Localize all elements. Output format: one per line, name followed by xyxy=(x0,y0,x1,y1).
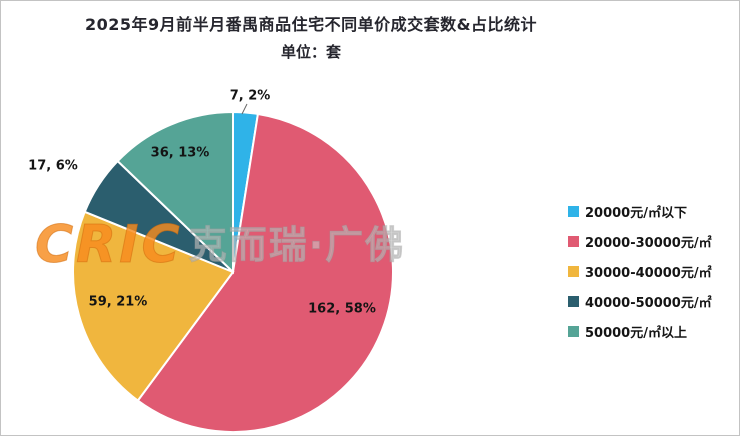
legend-item-3: 40000-50000元/㎡ xyxy=(568,292,712,311)
legend-swatch-icon xyxy=(568,296,579,307)
pie-slice-2 xyxy=(72,210,235,402)
legend-item-0: 20000元/㎡以下 xyxy=(568,202,712,221)
pie-slice-1 xyxy=(136,112,394,433)
legend-item-1: 20000-30000元/㎡ xyxy=(568,232,712,251)
legend-item-2: 30000-40000元/㎡ xyxy=(568,262,712,281)
legend-label: 20000-30000元/㎡ xyxy=(585,236,712,251)
label-leader-line xyxy=(241,103,248,115)
pie-slice-4 xyxy=(116,110,234,275)
data-label-slice-0: 7, 2% xyxy=(229,88,271,104)
legend-label: 30000-40000元/㎡ xyxy=(585,266,712,281)
data-label-slice-2: 59, 21% xyxy=(88,294,148,310)
title-block: 2025年9月前半月番禺商品住宅不同单价成交套数&占比统计 单位：套 xyxy=(9,11,613,62)
legend-label: 40000-50000元/㎡ xyxy=(585,296,712,311)
chart-subtitle: 单位：套 xyxy=(280,43,341,61)
legend-swatch-icon xyxy=(568,266,579,277)
data-label-slice-3: 17, 6% xyxy=(28,158,78,174)
legend-swatch-icon xyxy=(568,206,579,217)
chart-legend: 20000元/㎡以下 20000-30000元/㎡ 30000-40000元/㎡… xyxy=(568,202,712,341)
legend-swatch-icon xyxy=(568,326,579,337)
legend-label: 50000元/㎡以上 xyxy=(585,326,687,341)
chart-title: 2025年9月前半月番禺商品住宅不同单价成交套数&占比统计 xyxy=(84,15,538,34)
data-label-slice-4: 36, 13% xyxy=(150,145,210,161)
legend-label: 20000元/㎡以下 xyxy=(585,206,687,221)
legend-item-4: 50000元/㎡以上 xyxy=(568,322,712,341)
data-label-slice-1: 162, 58% xyxy=(308,301,376,317)
legend-swatch-icon xyxy=(568,236,579,247)
